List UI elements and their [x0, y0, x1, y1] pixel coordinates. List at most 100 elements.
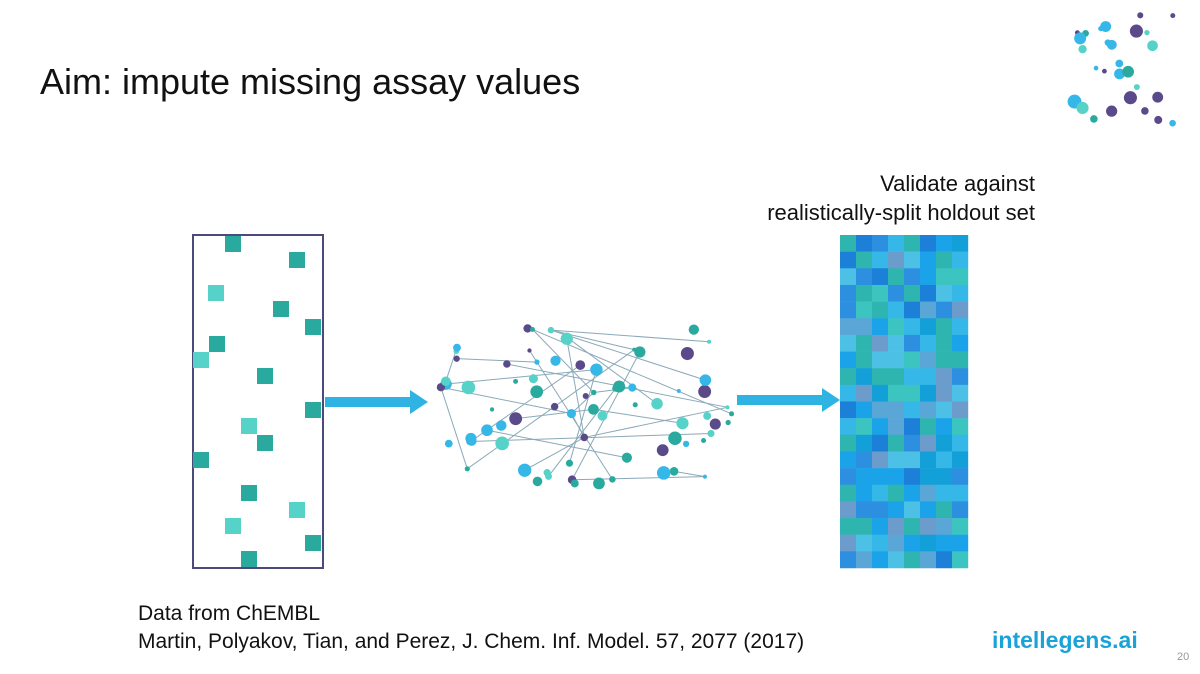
matrix-cell — [856, 501, 873, 519]
matrix-cell — [840, 284, 857, 302]
matrix-cell — [904, 401, 921, 419]
matrix-cell — [888, 468, 905, 485]
matrix-cell — [920, 484, 937, 502]
matrix-cell — [936, 301, 953, 319]
matrix-cell — [289, 502, 305, 518]
matrix-cell — [872, 334, 889, 352]
network-node — [668, 431, 682, 445]
network-edge — [524, 437, 585, 471]
network-node — [532, 476, 543, 487]
network-edge — [515, 408, 594, 420]
matrix-cell — [904, 334, 921, 352]
network-node — [590, 363, 603, 376]
matrix-cell — [840, 551, 857, 569]
matrix-cell — [257, 435, 273, 451]
matrix-cell — [840, 318, 857, 336]
matrix-cell — [952, 318, 969, 336]
matrix-cell — [225, 236, 241, 252]
network-edge — [466, 349, 635, 470]
matrix-cell — [952, 434, 969, 452]
matrix-cell — [952, 551, 969, 569]
matrix-cell — [840, 534, 857, 552]
matrix-cell — [888, 401, 905, 419]
logo-dot — [1129, 24, 1143, 38]
matrix-cell — [856, 518, 873, 535]
matrix-cell — [856, 434, 873, 452]
logo-dot — [1098, 26, 1104, 32]
logo-dot — [1123, 91, 1137, 105]
matrix-cell — [193, 352, 209, 368]
source-line: Data from ChEMBL — [138, 602, 320, 625]
matrix-cell — [888, 368, 905, 386]
matrix-cell — [936, 318, 953, 336]
matrix-cell — [904, 251, 921, 269]
network-edge — [550, 329, 710, 343]
network-edge — [565, 336, 585, 438]
matrix-cell — [888, 501, 905, 519]
validation-note: Validate against — [880, 171, 1035, 196]
matrix-cell — [208, 285, 224, 301]
matrix-cell — [952, 401, 969, 419]
network-node — [496, 420, 507, 431]
network-node — [528, 374, 538, 384]
matrix-cell — [920, 468, 937, 485]
logo-dot — [1115, 59, 1124, 68]
matrix-cell — [305, 319, 321, 335]
matrix-cell — [856, 318, 873, 336]
matrix-cell — [952, 368, 969, 386]
network-node — [534, 359, 540, 365]
network-node — [597, 410, 608, 421]
network-edge — [532, 329, 595, 393]
arrow-head — [822, 388, 840, 412]
matrix-cell — [920, 451, 937, 469]
decorations — [193, 12, 1176, 569]
matrix-cell — [888, 551, 905, 569]
network-edge — [673, 470, 706, 478]
matrix-cell — [888, 384, 905, 402]
matrix-cell — [936, 551, 953, 569]
matrix-cell — [840, 351, 857, 369]
matrix-cell — [872, 518, 889, 535]
matrix-cell — [888, 418, 905, 436]
matrix-cell — [888, 534, 905, 552]
matrix-cell — [920, 251, 937, 269]
matrix-cell — [904, 318, 921, 336]
matrix-cell — [936, 401, 953, 419]
logo-dot — [1114, 68, 1125, 80]
matrix-cell — [920, 534, 937, 552]
network-node — [444, 439, 453, 448]
network-edge — [572, 476, 705, 481]
matrix-cell — [904, 434, 921, 452]
matrix-cell — [904, 534, 921, 552]
matrix-cell — [936, 468, 953, 485]
network-node — [676, 388, 681, 394]
logo-dot — [1122, 65, 1135, 78]
matrix-cell — [840, 501, 857, 519]
matrix-cell — [840, 251, 857, 269]
network-node — [590, 389, 597, 396]
matrix-cell — [872, 551, 889, 569]
sparse-matrix-frame — [192, 234, 324, 569]
matrix-cell — [840, 451, 857, 469]
network-node — [656, 444, 669, 457]
matrix-cell — [904, 418, 921, 436]
matrix-cell — [920, 284, 937, 302]
matrix-cell — [952, 484, 969, 502]
network-node — [669, 467, 679, 476]
matrix-cell — [856, 351, 873, 369]
network-node — [701, 437, 707, 444]
matrix-cell — [936, 518, 953, 535]
network-node — [680, 347, 694, 361]
logo-dot — [1152, 91, 1164, 103]
matrix-cell — [840, 235, 857, 252]
network-node — [729, 411, 735, 417]
network-node — [682, 440, 690, 448]
network-node — [699, 374, 712, 386]
matrix-cell — [904, 468, 921, 485]
matrix-cell — [936, 334, 953, 352]
matrix-cell — [840, 384, 857, 402]
matrix-cell — [952, 384, 969, 402]
matrix-cell — [952, 284, 969, 302]
